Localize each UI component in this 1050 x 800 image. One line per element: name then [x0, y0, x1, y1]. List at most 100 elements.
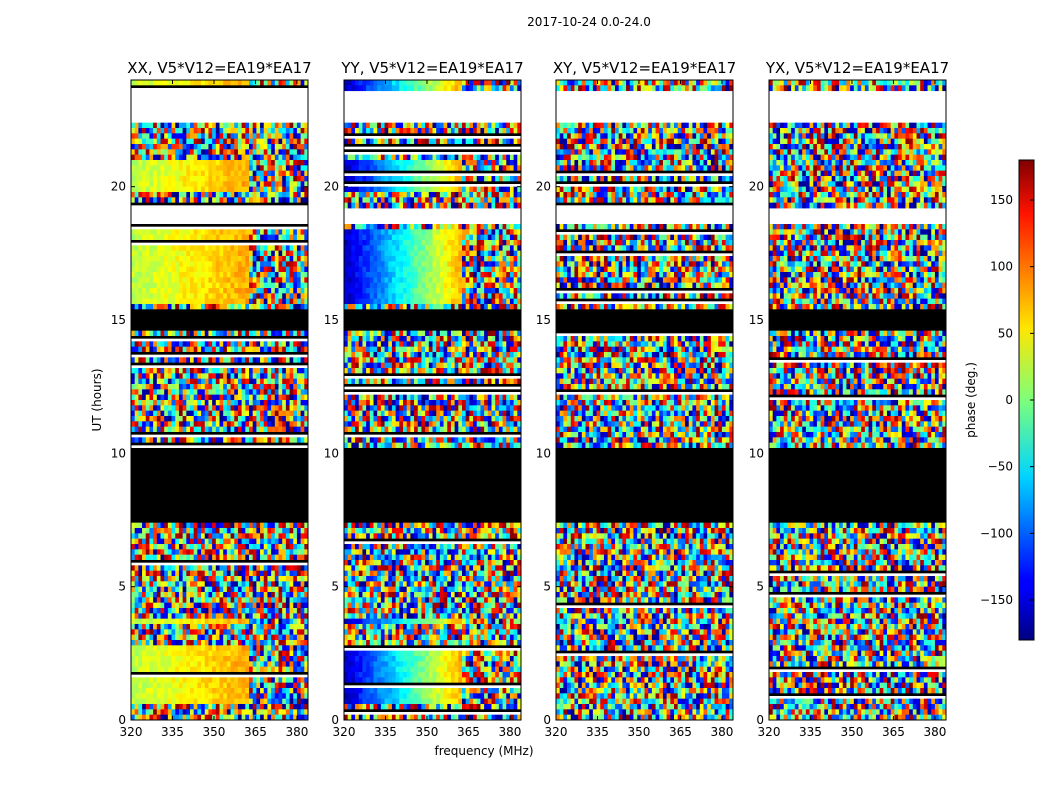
heatmap-cell — [443, 234, 448, 241]
heatmap-cell — [506, 122, 511, 129]
heatmap-cell — [131, 144, 136, 150]
heatmap-cell — [506, 229, 511, 236]
heatmap-cell — [300, 346, 305, 353]
heatmap-cell — [428, 224, 433, 230]
heatmap-cell — [395, 256, 400, 262]
heatmap-cell — [366, 229, 371, 236]
heatmap-cell — [164, 650, 169, 657]
heatmap-cell — [237, 277, 243, 284]
heatmap-cell — [260, 677, 265, 684]
heatmap-cell — [138, 405, 143, 412]
heatmap-cell — [369, 224, 374, 230]
heatmap-cell — [263, 80, 268, 86]
heatmap-cell — [160, 592, 165, 598]
heatmap-cell — [260, 138, 265, 145]
heatmap-cell — [208, 666, 213, 673]
heatmap-cell — [201, 133, 206, 140]
flagged-cell — [131, 336, 308, 339]
heatmap-cell — [282, 192, 287, 198]
heatmap-cell — [432, 192, 437, 198]
heatmap-cell — [300, 608, 305, 614]
heatmap-cell — [131, 165, 136, 172]
heatmap-cell — [410, 128, 415, 134]
heatmap-cell — [237, 410, 243, 417]
heatmap-cell — [245, 245, 250, 252]
heatmap-cell — [388, 85, 393, 92]
heatmap-cell — [197, 421, 202, 428]
heatmap-cell — [278, 618, 283, 625]
heatmap-cell — [462, 80, 467, 86]
heatmap-cell — [252, 597, 257, 604]
heatmap-cell — [138, 656, 143, 662]
heatmap-cell — [193, 533, 198, 540]
heatmap-cell — [417, 240, 422, 246]
heatmap-cell — [237, 592, 243, 598]
heatmap-cell — [296, 602, 302, 609]
heatmap-cell — [142, 133, 147, 140]
heatmap-cell — [304, 618, 308, 625]
heatmap-cell — [282, 144, 287, 150]
heatmap-cell — [171, 282, 176, 289]
heatmap-cell — [495, 128, 500, 134]
heatmap-cell — [380, 186, 385, 193]
heatmap-cell — [476, 176, 481, 182]
heatmap-cell — [208, 693, 213, 700]
heatmap-cell — [502, 80, 507, 86]
heatmap-cell — [226, 656, 231, 662]
heatmap-cell — [256, 698, 261, 705]
heatmap-cell — [201, 80, 206, 86]
heatmap-cell — [355, 186, 360, 193]
heatmap-cell — [267, 144, 272, 150]
heatmap-cell — [201, 368, 206, 374]
heatmap-cell — [502, 192, 507, 198]
heatmap-cell — [149, 181, 154, 188]
heatmap-cell — [156, 650, 161, 657]
heatmap-cell — [223, 650, 228, 657]
heatmap-cell — [164, 293, 169, 300]
heatmap-cell — [145, 405, 150, 412]
heatmap-cell — [149, 576, 154, 582]
heatmap-cell — [282, 714, 287, 720]
heatmap-cell — [160, 597, 165, 604]
heatmap-cell — [138, 234, 143, 241]
heatmap-cell — [285, 277, 290, 284]
heatmap-cell — [201, 677, 206, 684]
heatmap-cell — [138, 346, 143, 353]
heatmap-cell — [167, 618, 172, 625]
heatmap-cell — [223, 410, 228, 417]
heatmap-cell — [509, 160, 515, 166]
heatmap-cell — [175, 704, 180, 710]
heatmap-cell — [186, 256, 191, 262]
heatmap-cell — [421, 202, 426, 209]
heatmap-cell — [204, 544, 209, 550]
heatmap-cell — [373, 250, 378, 257]
heatmap-cell — [186, 250, 191, 257]
heatmap-cell — [197, 165, 202, 172]
heatmap-cell — [260, 416, 265, 422]
heatmap-cell — [153, 122, 158, 129]
heatmap-cell — [241, 346, 246, 353]
heatmap-cell — [267, 245, 272, 252]
heatmap-cell — [293, 389, 298, 396]
heatmap-cell — [186, 634, 191, 641]
heatmap-cell — [267, 186, 272, 193]
heatmap-cell — [153, 533, 158, 540]
heatmap-cell — [230, 384, 235, 390]
heatmap-cell — [425, 234, 430, 241]
heatmap-cell — [304, 624, 308, 630]
heatmap-cell — [215, 704, 220, 710]
heatmap-cell — [380, 160, 385, 166]
y-tick-label: 0 — [118, 713, 126, 727]
heatmap-cell — [226, 330, 231, 337]
heatmap-cell — [304, 293, 308, 300]
heatmap-cell — [380, 80, 385, 86]
heatmap-cell — [201, 304, 206, 310]
heatmap-cell — [450, 80, 456, 86]
heatmap-cell — [399, 245, 404, 252]
heatmap-cell — [358, 197, 363, 204]
heatmap-cell — [142, 250, 147, 257]
heatmap-cell — [234, 400, 239, 406]
heatmap-cell — [160, 282, 165, 289]
heatmap-cell — [300, 677, 305, 684]
heatmap-cell — [432, 138, 437, 145]
